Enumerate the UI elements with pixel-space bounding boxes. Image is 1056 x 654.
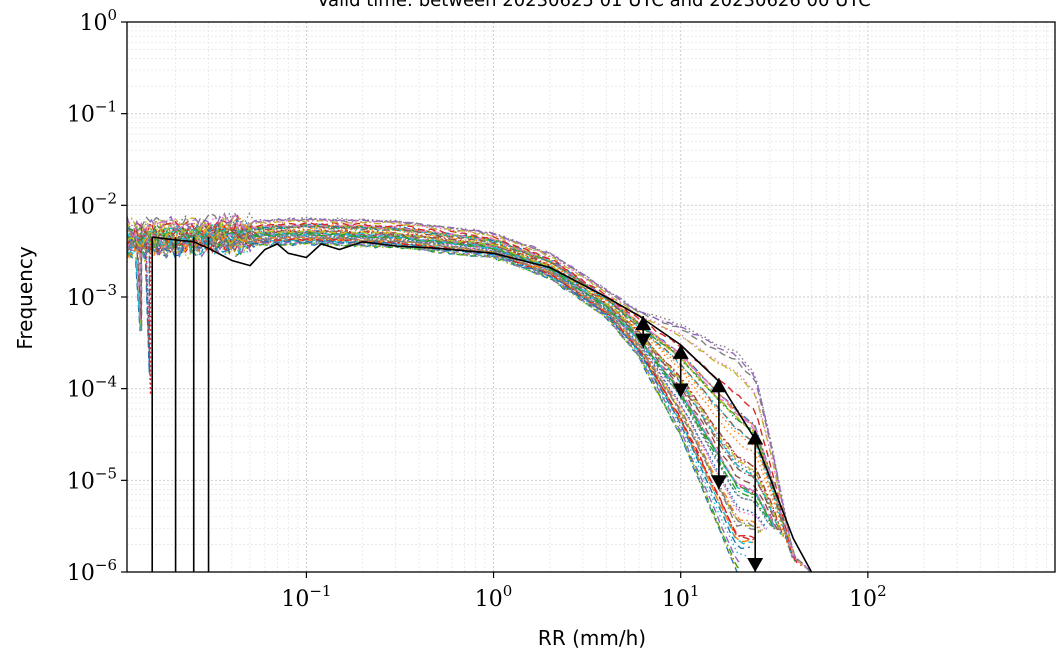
ensemble-member-line (126, 231, 756, 541)
arrow-head-up (672, 344, 689, 359)
x-axis-label: RR (mm/h) (538, 626, 646, 650)
ensemble-member-line (126, 217, 797, 562)
arrow-head-down (710, 475, 727, 490)
arrow-head-up (747, 430, 764, 445)
x-tick-label: 100 (475, 582, 513, 612)
arrow-head-down (672, 383, 689, 398)
spread-arrow (747, 430, 764, 572)
x-tick-label: 102 (849, 582, 887, 612)
y-tick-label: 10−3 (67, 281, 117, 311)
ensemble-member-line (126, 212, 808, 569)
ensemble-member-line (126, 218, 798, 562)
arrow-head-down (635, 333, 652, 348)
ensemble-member-line (126, 226, 777, 530)
ensemble-member-line (126, 221, 784, 537)
ensemble-member-line (126, 211, 811, 573)
spread-arrow (672, 344, 689, 398)
ensemble-member-line (126, 230, 764, 531)
ensemble-member-line (126, 220, 794, 558)
ensemble-member-line (126, 236, 740, 570)
y-tick-label: 10−1 (67, 98, 117, 128)
y-tick-label: 10−4 (67, 373, 117, 403)
ensemble-member-line (126, 230, 762, 532)
ensemble-member-line (126, 227, 772, 527)
ensemble-member-line (126, 220, 796, 562)
axis-ticks: 10−1 100 101 102 10−6 10−5 10−4 10−3 10−2 10−1 100 (67, 6, 887, 612)
arrow-head-up (635, 316, 652, 331)
ensemble-member-line (126, 234, 739, 571)
y-tick-label: 10−2 (67, 189, 117, 219)
y-tick-label: 10−6 (67, 556, 117, 586)
ensemble-member-line (126, 225, 779, 531)
observation-curve (152, 236, 813, 573)
y-axis-label: Frequency (13, 246, 37, 349)
ensemble-member-line (126, 211, 812, 572)
ensemble-member-line (126, 220, 790, 548)
ensemble-member-line (126, 217, 798, 564)
ensemble-member-line (126, 231, 756, 540)
ensemble-member-line (126, 220, 796, 563)
y-tick-label: 10−5 (67, 464, 117, 494)
chart-title: Valid time: between 20230625 01 UTC and … (317, 0, 871, 11)
ensemble-member-line (126, 222, 785, 540)
ensemble-member-line (126, 228, 774, 528)
arrow-head-up (710, 378, 727, 393)
spread-arrow (710, 378, 727, 490)
ensemble-member-line (126, 238, 738, 573)
ensemble-member-line (126, 220, 798, 562)
ensemble-member-line (126, 227, 775, 530)
ensemble-member-line (126, 225, 786, 539)
ensemble-member-line (126, 231, 754, 544)
ensemble-member-line (126, 217, 798, 563)
observation-line (151, 236, 813, 573)
arrow-head-down (747, 558, 764, 572)
ensemble-member-line (126, 222, 784, 537)
spread-arrow (635, 316, 652, 348)
ensemble-member-line (126, 227, 768, 529)
ensemble-member-line (126, 233, 743, 563)
x-tick-label: 10−1 (281, 582, 331, 612)
spread-arrows (635, 316, 764, 572)
x-tick-label: 101 (662, 582, 700, 612)
y-tick-label: 100 (79, 6, 117, 36)
ensemble-member-line (126, 224, 793, 560)
